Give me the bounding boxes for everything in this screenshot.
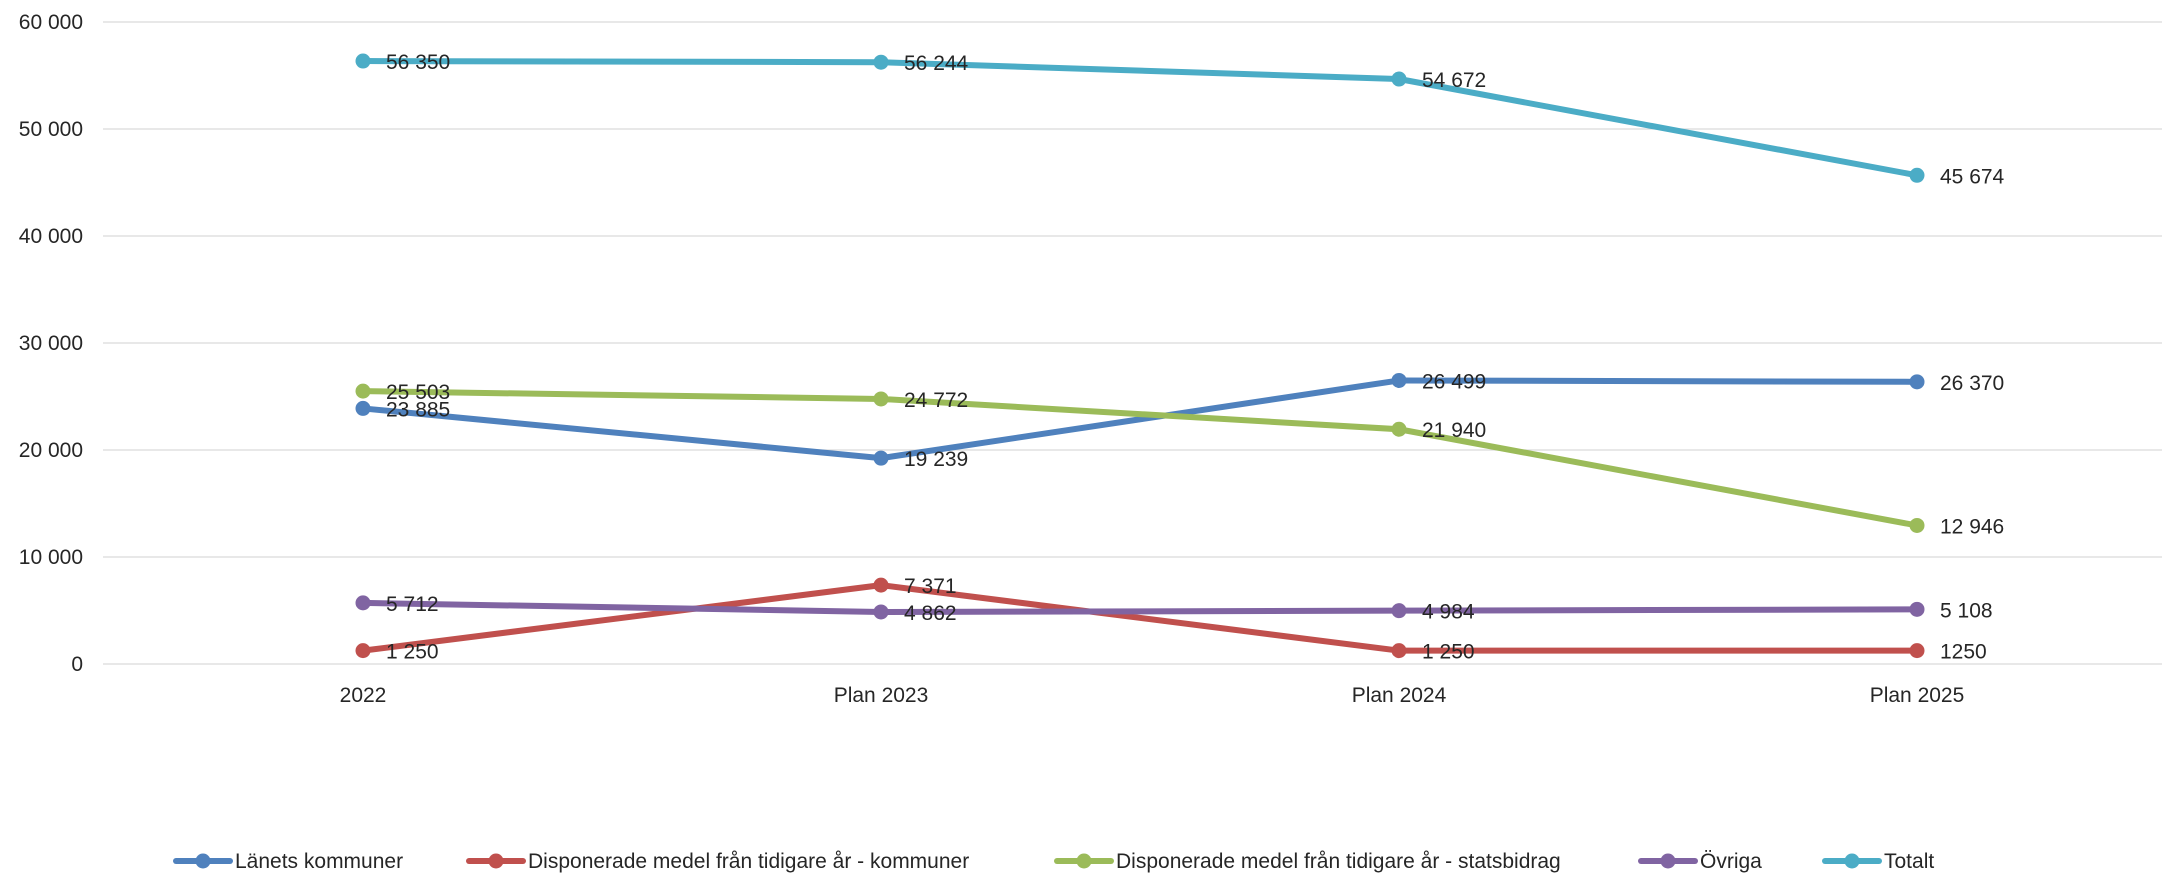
data-label: 19 239 [904, 448, 968, 471]
legend-label: Totalt [1884, 850, 1934, 873]
data-point [873, 604, 889, 620]
data-label: 45 674 [1940, 165, 2005, 188]
series-line [355, 595, 1925, 620]
series-path [360, 58, 1920, 179]
series-line [355, 372, 1925, 466]
legend-item: Totalt [1822, 850, 1934, 873]
legend-item: Disponerade medel från tidigare år - sta… [1054, 850, 1561, 873]
y-tick-label: 50 000 [19, 118, 83, 141]
data-point [1909, 517, 1925, 533]
data-label: 56 244 [904, 52, 969, 75]
y-tick-label: 40 000 [19, 225, 83, 248]
legend-swatch-marker [1660, 853, 1676, 869]
data-label: 23 885 [386, 398, 450, 421]
data-point [873, 577, 889, 593]
series-path [360, 388, 1920, 529]
series-line [355, 383, 1925, 533]
legend-item: Övriga [1638, 850, 1762, 873]
data-label: 21 940 [1422, 419, 1486, 442]
data-point [1909, 643, 1925, 659]
data-point [873, 391, 889, 407]
legend-swatch-marker [195, 853, 211, 869]
y-tick-label: 0 [71, 653, 83, 676]
data-point [355, 643, 371, 659]
legend-swatch-marker [1844, 853, 1860, 869]
series-path [360, 377, 1920, 462]
y-tick-label: 10 000 [19, 546, 83, 569]
legend-label: Disponerade medel från tidigare år - kom… [528, 850, 969, 873]
data-point [1909, 167, 1925, 183]
data-label: 12 946 [1940, 515, 2004, 538]
data-labels: 23 885 19 239 26 499 26 370 1 250 7 371 1 250 1… [386, 51, 2005, 664]
data-label: 7 371 [904, 575, 957, 598]
x-axis-ticks: 2022 Plan 2023 Plan 2024 Plan 2025 [340, 684, 1965, 707]
data-label: 1 250 [1422, 641, 1475, 664]
legend-item: Länets kommuner [173, 850, 403, 873]
x-tick-label: Plan 2024 [1352, 684, 1447, 707]
series-path [360, 599, 1920, 615]
data-point [1909, 374, 1925, 390]
series-layer [355, 53, 1925, 659]
gridlines [103, 21, 2162, 665]
data-label: 56 350 [386, 51, 450, 74]
data-label: 24 772 [904, 389, 968, 412]
y-tick-label: 60 000 [19, 11, 83, 34]
series-line [355, 577, 1925, 659]
data-point [355, 383, 371, 399]
y-tick-label: 20 000 [19, 439, 83, 462]
data-point [355, 53, 371, 69]
legend-item: Disponerade medel från tidigare år - kom… [466, 850, 969, 873]
legend: Länets kommuner Disponerade medel från ti… [173, 850, 1934, 873]
legend-swatch-marker [488, 853, 504, 869]
data-label: 4 984 [1422, 601, 1475, 624]
data-label: 5 108 [1940, 599, 1993, 622]
data-point [1391, 71, 1407, 87]
data-point [355, 400, 371, 416]
x-tick-label: Plan 2023 [834, 684, 929, 707]
data-label: 5 712 [386, 593, 439, 616]
y-tick-label: 30 000 [19, 332, 83, 355]
data-point [1909, 601, 1925, 617]
data-point [355, 595, 371, 611]
data-point [1391, 421, 1407, 437]
data-point [1391, 603, 1407, 619]
data-label: 26 370 [1940, 372, 2004, 395]
y-axis-ticks: 0 10 000 20 000 30 000 40 000 50 000 60 000 [19, 11, 83, 676]
legend-swatch-marker [1076, 853, 1092, 869]
data-point [1391, 372, 1407, 388]
legend-label: Disponerade medel från tidigare år - sta… [1116, 850, 1561, 873]
data-label: 54 672 [1422, 69, 1486, 92]
data-point [873, 450, 889, 466]
series-path [360, 582, 1920, 654]
data-point [873, 54, 889, 70]
data-point [1391, 643, 1407, 659]
data-label: 26 499 [1422, 370, 1486, 393]
series-line [355, 53, 1925, 183]
x-tick-label: 2022 [340, 684, 387, 707]
data-label: 1 250 [386, 641, 439, 664]
data-label: 25 503 [386, 381, 450, 404]
data-label: 1250 [1940, 641, 1987, 664]
data-label: 4 862 [904, 602, 957, 625]
x-tick-label: Plan 2025 [1870, 684, 1965, 707]
legend-label: Länets kommuner [235, 850, 403, 873]
legend-label: Övriga [1700, 850, 1762, 873]
